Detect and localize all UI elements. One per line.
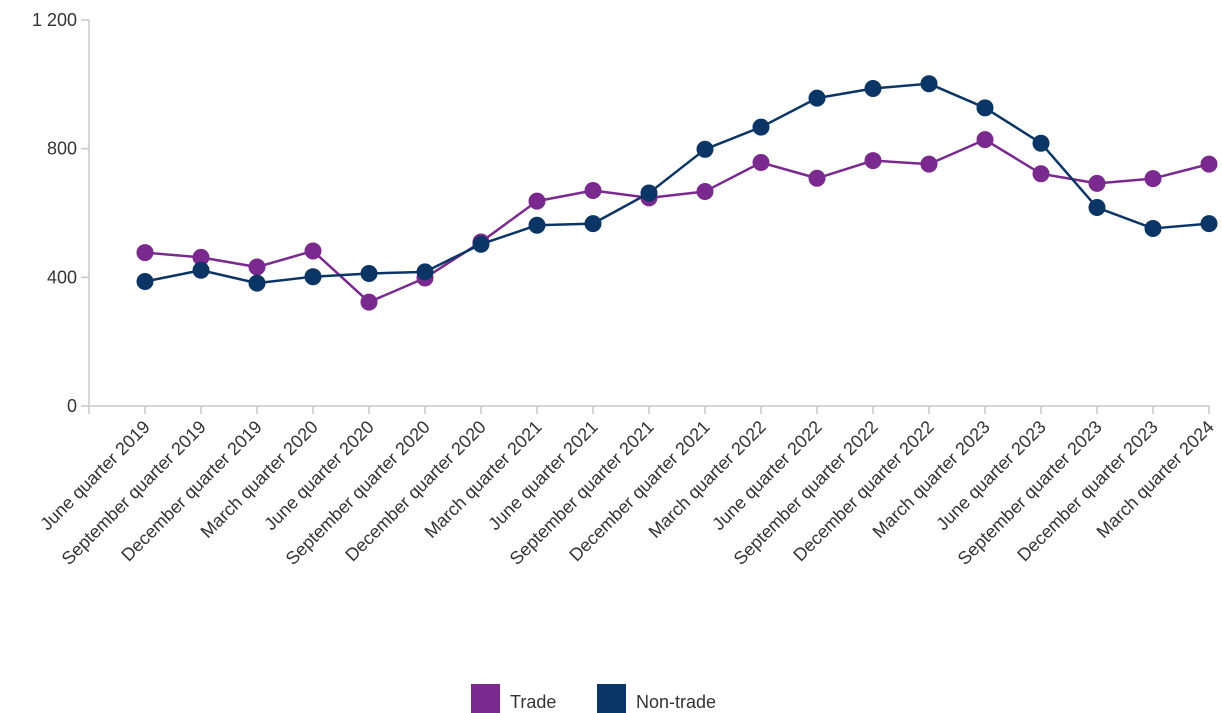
legend-item-trade[interactable]: Trade [471, 684, 556, 713]
data-point-non-trade[interactable] [248, 274, 266, 292]
data-point-non-trade[interactable] [360, 264, 378, 282]
data-point-non-trade[interactable] [304, 268, 322, 286]
data-point-non-trade[interactable] [864, 80, 882, 98]
series-line-non-trade [144, 82, 1210, 285]
data-point-non-trade[interactable] [136, 273, 154, 291]
data-point-trade[interactable] [976, 131, 994, 149]
y-tick-label: 800 [47, 139, 77, 159]
legend: Trade Non-trade [471, 684, 716, 713]
data-point-trade[interactable] [248, 258, 266, 276]
data-point-trade[interactable] [864, 152, 882, 170]
data-point-trade[interactable] [584, 181, 602, 199]
data-point-non-trade[interactable] [752, 118, 770, 136]
data-point-trade[interactable] [304, 242, 322, 260]
data-point-non-trade[interactable] [808, 89, 826, 107]
data-point-non-trade[interactable] [976, 99, 994, 117]
data-point-non-trade[interactable] [472, 235, 490, 253]
data-point-trade[interactable] [1032, 165, 1050, 183]
y-tick-label: 400 [47, 267, 77, 287]
series-layer [136, 75, 1218, 311]
data-point-non-trade[interactable] [1032, 134, 1050, 152]
data-point-non-trade[interactable] [528, 216, 546, 234]
legend-swatch-trade [471, 684, 500, 713]
data-point-trade[interactable] [360, 293, 378, 311]
legend-item-non-trade[interactable]: Non-trade [597, 684, 716, 713]
data-point-non-trade[interactable] [640, 184, 658, 202]
legend-label-non-trade: Non-trade [636, 692, 716, 712]
data-point-trade[interactable] [1144, 170, 1162, 188]
data-point-trade[interactable] [528, 192, 546, 210]
y-tick-label: 1 200 [32, 10, 77, 30]
data-point-trade[interactable] [1088, 174, 1106, 192]
y-axis-ticks: 0 400 800 1 200 [32, 10, 89, 416]
y-tick-label: 0 [67, 396, 77, 416]
series-line-trade [144, 138, 1210, 304]
data-point-non-trade[interactable] [192, 261, 210, 279]
data-point-non-trade[interactable] [584, 215, 602, 233]
data-point-non-trade[interactable] [1200, 215, 1218, 233]
data-point-non-trade[interactable] [696, 140, 714, 158]
series-non-trade [136, 75, 1218, 292]
data-point-non-trade[interactable] [416, 263, 434, 281]
legend-swatch-non-trade [597, 684, 626, 713]
x-axis-ticks [88, 406, 1210, 414]
data-point-trade[interactable] [920, 155, 938, 173]
data-point-trade[interactable] [136, 244, 154, 262]
legend-label-trade: Trade [510, 692, 556, 712]
data-point-non-trade[interactable] [1088, 199, 1106, 217]
data-point-non-trade[interactable] [1144, 219, 1162, 237]
data-point-non-trade[interactable] [920, 75, 938, 93]
data-point-trade[interactable] [808, 169, 826, 187]
data-point-trade[interactable] [696, 182, 714, 200]
data-point-trade[interactable] [752, 153, 770, 171]
data-point-trade[interactable] [1200, 155, 1218, 173]
